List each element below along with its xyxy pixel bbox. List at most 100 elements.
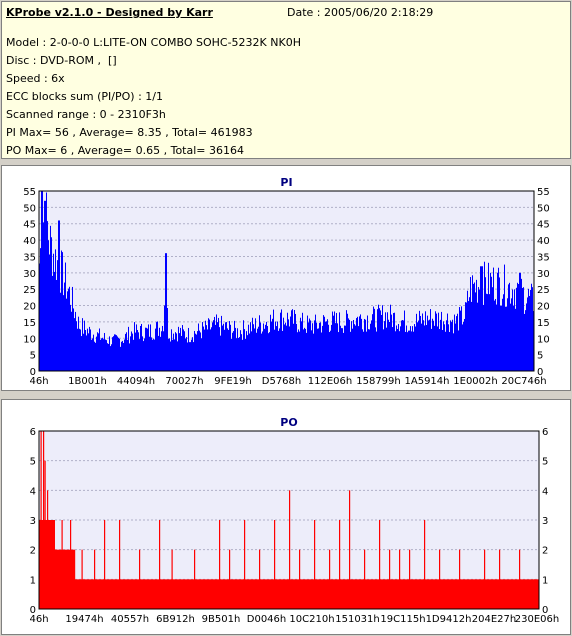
po-bar [528,579,529,609]
pi-bar [71,311,72,371]
po-bar [91,579,92,609]
po-bar [221,579,222,609]
pi-bar [357,316,358,371]
pi-bar [493,267,494,371]
pi-bar [89,326,90,371]
x-tick-label: 70027h [165,376,203,387]
po-bar [95,579,96,609]
po-bar [251,579,252,609]
pi-bar [486,293,487,371]
po-bar [264,579,265,609]
pi-bar [115,334,116,371]
pi-bar [266,321,267,371]
po-spike [499,549,501,609]
pi-bar [166,253,167,371]
y-tick-label-right: 6 [542,427,548,438]
pi-bar [494,300,495,371]
pi-bar [475,292,476,371]
po-bar [242,579,243,609]
pi-bar [45,200,46,371]
po-spike [459,549,461,609]
po-bar [249,579,250,609]
y-tick-label-left: 50 [23,203,36,214]
po-bar [492,579,493,609]
po-bar [90,579,91,609]
pi-bar [412,326,413,371]
pi-bar [451,322,452,371]
pi-bar [268,333,269,371]
po-bar [320,579,321,609]
po-bar [441,579,442,609]
po-bar [190,579,191,609]
pi-bar [374,308,375,371]
po-bar [529,579,530,609]
pi-bar [469,297,470,371]
po-bar [258,579,259,609]
po-bar [532,579,533,609]
model-line: Model : 2-0-0-0 L:LITE-ON COMBO SOHC-523… [6,36,301,49]
po-bar [239,579,240,609]
pi-bar [79,328,80,371]
x-tick-label: 46h [29,614,48,625]
po-bar [198,579,199,609]
po-bar [58,549,59,609]
pi-bar [78,316,79,371]
pi-bar [162,325,163,371]
po-bar [107,579,108,609]
po-bar [497,579,498,609]
po-bar [397,579,398,609]
pi-bar [172,339,173,371]
pi-bar [60,292,61,371]
po-bar [133,579,134,609]
pi-bar [351,321,352,371]
pi-bar [202,322,203,371]
y-tick-label-left: 5 [30,351,36,362]
po-bar [432,579,433,609]
pi-bar [118,337,119,371]
pi-bar [446,320,447,371]
po-bar [254,579,255,609]
po-bar [310,579,311,609]
po-bar [49,520,50,609]
pi-bar [96,336,97,371]
y-tick-label-left: 30 [23,269,36,280]
pi-stats-line: PI Max= 56 , Average= 8.35 , Total= 4619… [6,126,253,139]
po-bar [430,579,431,609]
po-bar [465,579,466,609]
pi-bar [515,308,516,371]
pi-bar [195,333,196,371]
po-spike [194,549,196,609]
po-bar [524,579,525,609]
pi-bar [218,317,219,371]
po-spike [104,520,106,609]
pi-bar [56,279,57,371]
pi-bar [399,331,400,371]
pi-bar [531,283,532,371]
po-bar [415,579,416,609]
x-tick-label: 46h [29,376,48,387]
po-bar [170,579,171,609]
po-bar [53,520,54,609]
pi-bar [440,319,441,371]
po-spike [484,549,486,609]
pi-bar [87,328,88,371]
pi-bar [459,307,460,371]
pi-bar [344,325,345,371]
pi-bar [428,320,429,371]
po-bar [359,579,360,609]
po-spike [389,549,391,609]
y-tick-label-left: 6 [30,427,36,438]
pi-bar [426,325,427,371]
pi-bar [514,289,515,371]
po-bar [446,579,447,609]
po-bar [521,579,522,609]
pi-bar [387,312,388,371]
po-spike [299,549,301,609]
pi-bar [299,331,300,371]
po-bar [388,579,389,609]
po-bar [436,579,437,609]
po-bar [500,579,501,609]
po-bar [177,579,178,609]
pi-bar [375,327,376,371]
po-bar [286,579,287,609]
